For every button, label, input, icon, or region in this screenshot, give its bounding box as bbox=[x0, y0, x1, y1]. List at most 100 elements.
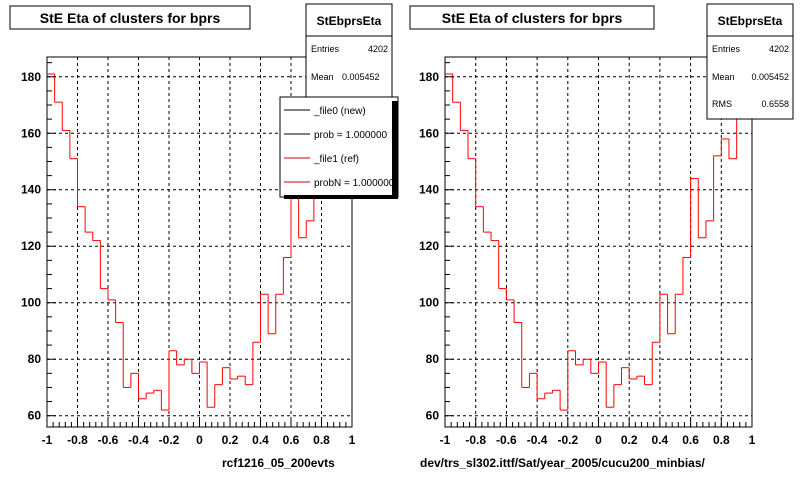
y-tick-label: 160 bbox=[419, 126, 439, 140]
legend-label: probN = 1.000000 bbox=[314, 178, 395, 189]
x-tick-label: 0.6 bbox=[682, 433, 699, 447]
x-tick-label: 0.8 bbox=[313, 433, 330, 447]
y-tick-label: 80 bbox=[28, 352, 42, 366]
histogram-bin bbox=[244, 376, 253, 386]
histogram-bin bbox=[559, 390, 568, 411]
histogram-bin bbox=[99, 240, 108, 290]
x-tick-label: 0.8 bbox=[713, 433, 730, 447]
x-tick-label: -0.2 bbox=[159, 433, 180, 447]
right-histogram-panel: -1 -0.8 -0.6 -0.4 -0.2 0 0.2 0.4 0.6 0.8 1 60 80 100… bbox=[409, 3, 794, 470]
histogram-bin bbox=[705, 220, 714, 238]
y-tick-label: 80 bbox=[426, 352, 440, 366]
x-tick-label: -1 bbox=[42, 433, 53, 447]
histogram-bin bbox=[628, 367, 637, 380]
histogram-bin bbox=[544, 392, 553, 399]
legend-label: _file1 (ref) bbox=[313, 154, 359, 165]
x-tick-label: 0.4 bbox=[252, 433, 269, 447]
histogram-bin bbox=[498, 240, 507, 290]
histogram-bin bbox=[598, 361, 607, 374]
left-y-axis: 60 80 100 120 140 160 180 bbox=[21, 62, 56, 423]
histogram-bin bbox=[644, 376, 653, 386]
histogram-bin bbox=[551, 389, 561, 394]
histogram-bin bbox=[467, 130, 476, 160]
histogram-bin bbox=[69, 130, 78, 160]
x-tick-label: -0.4 bbox=[527, 433, 548, 447]
legend-entry: _file0 (new) bbox=[284, 106, 366, 117]
histogram-bin bbox=[590, 359, 599, 374]
histogram-bin bbox=[567, 350, 576, 411]
y-tick-label: 180 bbox=[21, 70, 41, 84]
y-tick-label: 140 bbox=[419, 183, 439, 197]
y-tick-label: 120 bbox=[419, 239, 439, 253]
histogram-bin bbox=[160, 390, 169, 411]
histogram-bin bbox=[713, 155, 722, 221]
histogram-bin bbox=[252, 341, 261, 385]
legend-label: _file0 (new) bbox=[313, 106, 366, 117]
right-grid bbox=[445, 57, 752, 427]
left-stats-mean-value: 0.005452 bbox=[342, 72, 380, 82]
left-stats-mean-label: Mean bbox=[311, 72, 334, 82]
histogram-bin bbox=[490, 232, 499, 242]
x-tick-label: -0.4 bbox=[128, 433, 149, 447]
right-stats-name: StEbprsEta bbox=[718, 14, 783, 28]
left-footer-label: rcf1216_05_200evts bbox=[222, 456, 335, 470]
histogram-bin bbox=[305, 220, 314, 238]
x-tick-label: 0.2 bbox=[621, 433, 638, 447]
histogram-bin bbox=[176, 350, 185, 366]
histogram-bin bbox=[690, 177, 699, 258]
x-tick-label: 0.2 bbox=[222, 433, 239, 447]
histogram-bin bbox=[282, 257, 291, 295]
histogram-bin bbox=[138, 373, 147, 400]
right-title-box bbox=[409, 5, 655, 30]
histogram-bin bbox=[61, 102, 70, 131]
histogram-bin bbox=[459, 102, 469, 131]
histogram-bin bbox=[54, 73, 63, 103]
histogram-bin bbox=[267, 294, 276, 335]
right-stats-mean-label: Mean bbox=[712, 72, 735, 82]
histogram-bin bbox=[145, 392, 154, 399]
left-histogram-panel: -1 -0.8 -0.6 -0.4 -0.2 0 0.2 0.4 0.6 0.8 1 60 80 100… bbox=[9, 3, 399, 470]
left-chart-title: StE Eta of clusters for bprs bbox=[40, 10, 221, 26]
right-chart-title: StE Eta of clusters for bprs bbox=[442, 10, 623, 26]
histogram-bin bbox=[536, 373, 545, 400]
histogram-bin bbox=[582, 358, 591, 365]
y-tick-label: 140 bbox=[21, 183, 41, 197]
x-tick-label: -0.2 bbox=[557, 433, 578, 447]
histogram-bin bbox=[505, 288, 515, 301]
histogram-bin bbox=[621, 367, 630, 385]
histogram-bin bbox=[229, 367, 238, 380]
histogram-bin bbox=[475, 158, 484, 208]
histogram-bin bbox=[605, 362, 614, 408]
histogram-bin bbox=[667, 294, 676, 335]
legend-entry: prob = 1.000000 bbox=[284, 130, 388, 141]
x-tick-label: -0.8 bbox=[67, 433, 88, 447]
histogram-bin bbox=[122, 322, 131, 388]
legend-label: prob = 1.000000 bbox=[314, 130, 388, 141]
histogram-bin bbox=[482, 206, 492, 233]
histogram-bin bbox=[275, 293, 284, 334]
histogram-bin bbox=[574, 350, 584, 366]
legend-entry: _file1 (ref) bbox=[284, 154, 359, 165]
histogram-bin bbox=[168, 350, 177, 411]
histogram-bin bbox=[214, 384, 223, 408]
histogram-bin bbox=[521, 322, 530, 388]
histogram-bin bbox=[221, 367, 230, 385]
left-title-box bbox=[9, 5, 251, 30]
y-tick-label: 60 bbox=[426, 409, 440, 423]
y-tick-label: 100 bbox=[21, 296, 41, 310]
histogram-bin bbox=[452, 73, 461, 103]
x-tick-label: 0.6 bbox=[283, 433, 300, 447]
histogram-bin bbox=[513, 299, 522, 323]
histogram-bin bbox=[260, 293, 269, 343]
x-tick-label: 1 bbox=[349, 433, 356, 447]
right-y-axis: 60 80 100 120 140 160 180 bbox=[419, 62, 454, 423]
histogram-bin bbox=[84, 206, 93, 233]
left-stats-box: StEbprsEta Entries 4202 Mean 0.005452 bbox=[305, 3, 393, 105]
histogram-bin bbox=[674, 293, 683, 334]
histogram-bin bbox=[107, 288, 116, 301]
x-tick-label: -0.6 bbox=[496, 433, 517, 447]
histogram-bin bbox=[720, 138, 729, 156]
histogram-bin bbox=[659, 293, 668, 343]
y-tick-label: 60 bbox=[28, 409, 42, 423]
